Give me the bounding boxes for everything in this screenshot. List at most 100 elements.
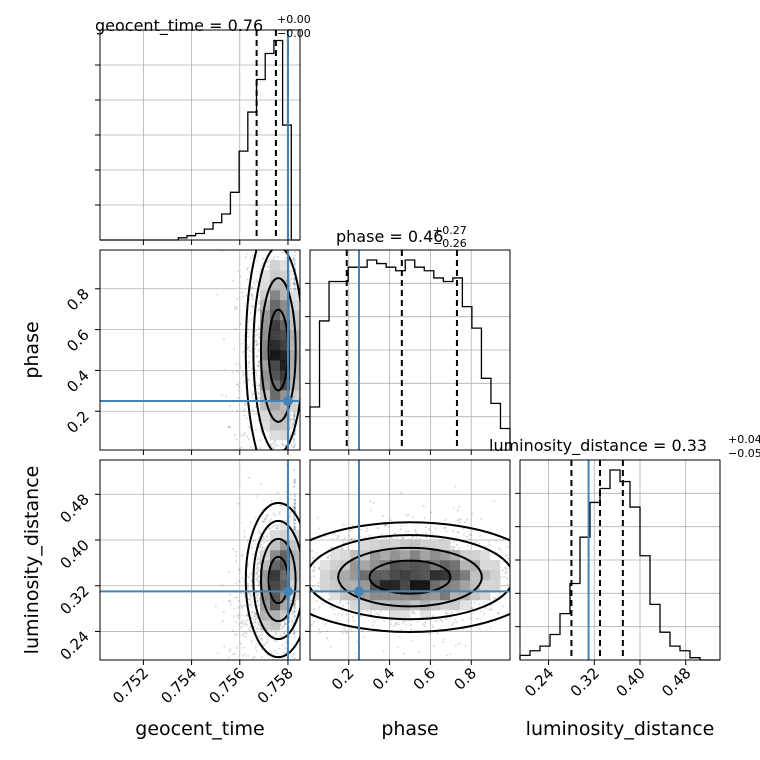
sample-point [369, 500, 372, 503]
sample-point [293, 286, 297, 289]
sample-point [278, 511, 281, 514]
sample-point [255, 599, 258, 602]
sample-point [259, 439, 262, 442]
density-cell [440, 540, 451, 551]
sample-point [258, 597, 261, 600]
density-cell [480, 570, 491, 581]
density-cell [280, 260, 291, 271]
sample-point [293, 518, 296, 521]
sample-point [232, 615, 235, 618]
sample-point [234, 633, 237, 636]
sample-point [293, 433, 296, 436]
quantile-lines-luminosity-distance [570, 460, 624, 660]
sample-point [257, 325, 260, 328]
sample-point [409, 623, 412, 626]
sample-point [462, 533, 465, 536]
sample-point [346, 602, 349, 605]
sample-point [439, 618, 442, 621]
sample-point [258, 384, 261, 388]
density-cell [420, 570, 431, 581]
sample-point [289, 493, 292, 496]
sample-point [258, 294, 261, 297]
sample-point [414, 528, 417, 532]
density-cell [320, 580, 331, 591]
sample-point [293, 263, 296, 266]
density-cell [280, 270, 291, 281]
density-cell [260, 280, 271, 291]
sample-point [273, 440, 276, 443]
sample-point [275, 630, 278, 633]
sample-point [292, 446, 296, 449]
sample-point [372, 501, 375, 504]
sample-point [246, 253, 249, 256]
sample-point [255, 596, 258, 599]
sample-point [257, 364, 261, 368]
sample-point [450, 545, 453, 548]
sample-point [407, 530, 410, 533]
sample-point [363, 536, 367, 539]
sample-point [250, 304, 253, 307]
sample-point [247, 438, 250, 441]
title-geocent-time-minus: −0.00 [277, 27, 311, 40]
sample-point [234, 363, 237, 366]
sample-point [329, 606, 333, 609]
density-cell [330, 550, 341, 561]
sample-point [236, 596, 239, 599]
sample-point [236, 383, 239, 386]
sample-point [235, 582, 238, 585]
sample-point [454, 485, 457, 488]
sample-point [402, 652, 405, 655]
sample-point [239, 322, 242, 325]
sample-point [294, 607, 297, 610]
density-cell [270, 260, 281, 271]
density-cell [370, 570, 381, 581]
sample-point [229, 600, 232, 603]
sample-point [261, 546, 264, 549]
sample-point [258, 342, 261, 345]
sample-point [256, 567, 259, 570]
sample-point [240, 342, 244, 345]
sample-point [283, 623, 287, 626]
sample-point [274, 631, 277, 635]
sample-point [383, 619, 386, 622]
sample-point [293, 281, 296, 284]
sample-point [387, 525, 390, 528]
sample-point [294, 501, 297, 504]
sample-point [260, 638, 263, 641]
panel-luminosity-distance-vs-phase: 0.2 0.4 0.6 0.8 [305, 459, 511, 694]
sample-point [312, 575, 316, 578]
sample-point [290, 414, 293, 417]
sample-point [293, 415, 297, 418]
sample-point [248, 349, 251, 352]
sample-point [293, 283, 297, 286]
density-cell [350, 570, 361, 581]
sample-point [235, 620, 238, 624]
sample-point [444, 518, 447, 521]
sample-point [249, 445, 252, 448]
sample-point [369, 613, 373, 616]
sample-point [392, 624, 396, 627]
sample-point [288, 516, 291, 519]
title-luminosity-distance: luminosity_distance = 0.33 [489, 436, 707, 456]
sample-point [402, 537, 405, 540]
sample-point [415, 537, 418, 540]
sample-point [221, 250, 224, 253]
sample-point [494, 539, 498, 542]
contour-line [244, 501, 300, 659]
density-cell [280, 360, 291, 371]
sample-point [241, 614, 244, 617]
sample-point [274, 514, 277, 517]
sample-point [257, 580, 261, 583]
sample-point [293, 517, 296, 520]
density-cell [420, 590, 431, 601]
sample-point [293, 523, 296, 526]
sample-point [292, 605, 296, 609]
density-cell [460, 600, 471, 611]
sample-point [242, 374, 245, 377]
sample-point [293, 279, 296, 282]
sample-point [342, 539, 345, 543]
sample-point [256, 364, 259, 367]
sample-point [234, 433, 237, 437]
sample-point [402, 537, 405, 540]
sample-point [228, 571, 231, 574]
